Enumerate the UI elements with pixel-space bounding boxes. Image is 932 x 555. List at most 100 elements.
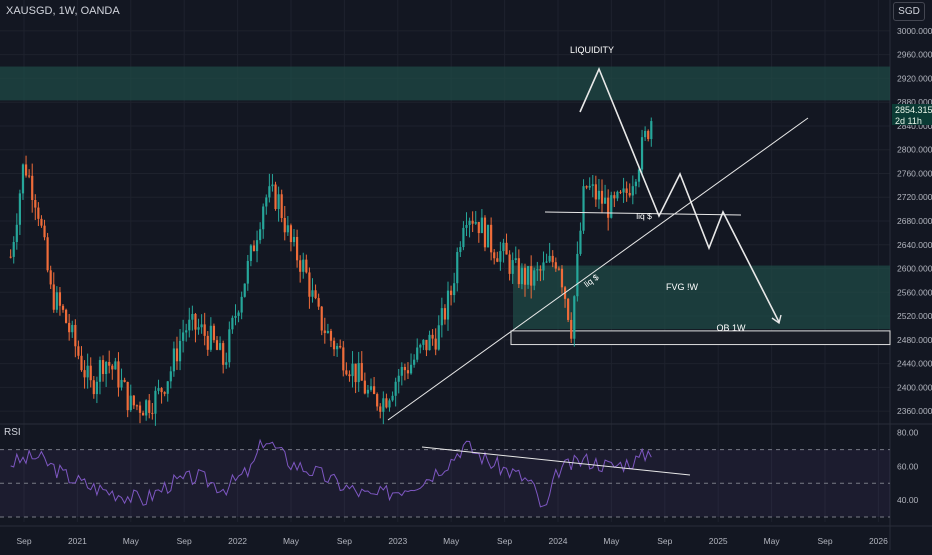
candle-body — [21, 164, 25, 194]
candle-body — [101, 360, 105, 375]
candle-body — [400, 366, 403, 376]
candle-body — [533, 270, 536, 286]
candle-body — [34, 199, 37, 208]
candle-body — [413, 359, 416, 365]
candle-body — [145, 400, 148, 416]
candle-body — [576, 253, 579, 297]
candle-body — [46, 237, 49, 271]
candle-body — [493, 252, 496, 259]
candle-body — [351, 363, 354, 377]
candle-body — [305, 259, 308, 273]
candle-body — [480, 217, 483, 234]
time-tick-label: Sep — [16, 536, 31, 546]
candle-body — [388, 400, 391, 408]
trendline — [387, 117, 809, 421]
candle-body — [416, 347, 419, 360]
candle-body — [422, 339, 425, 345]
liq-label: liq $ — [636, 211, 652, 221]
candle-body — [619, 191, 622, 193]
candle-body — [111, 365, 114, 370]
candle-body — [286, 225, 289, 233]
candle-body — [182, 332, 185, 341]
candle-body — [354, 363, 357, 383]
candle-body — [234, 315, 237, 318]
candle-body — [505, 242, 508, 255]
rsi-tick-label: 60.00 — [897, 461, 919, 471]
candle-body — [385, 398, 388, 408]
candle-body — [369, 386, 373, 390]
candle-body — [108, 362, 111, 366]
candle-body — [37, 207, 40, 219]
time-tick-label: May — [283, 536, 300, 546]
candle-body — [265, 197, 268, 207]
candle-body — [440, 308, 443, 326]
candle-body — [141, 412, 145, 416]
candle-body — [530, 266, 533, 286]
candle-body — [243, 283, 246, 297]
candle-body — [209, 325, 212, 350]
candle-body — [252, 245, 256, 252]
ob-label: OB 1W — [716, 323, 746, 333]
rsi-tick-label: 80.00 — [897, 428, 919, 438]
candle-body — [117, 361, 120, 388]
candle-body — [240, 296, 243, 313]
liq-horizontal-line — [544, 211, 742, 216]
candle-body — [123, 379, 126, 382]
candle-body — [366, 389, 370, 394]
price-tick-label: 2360.000 — [897, 406, 932, 416]
candle-body — [545, 261, 548, 263]
time-tick-label: May — [123, 536, 140, 546]
candle-body — [616, 191, 619, 199]
candle-body — [567, 298, 570, 320]
candle-body — [431, 334, 434, 339]
candle-body — [456, 252, 459, 284]
candle-body — [647, 130, 650, 140]
candle-body — [600, 190, 604, 204]
candle-body — [462, 227, 465, 248]
candle-body — [299, 260, 302, 272]
candle-body — [650, 121, 653, 140]
candle-body — [323, 330, 326, 334]
price-tick-label: 3000.000 — [897, 26, 932, 36]
candle-body — [579, 230, 582, 254]
currency-button[interactable]: SGD — [893, 2, 925, 21]
liquidity-label: LIQUIDITY — [570, 45, 614, 55]
candle-body — [363, 380, 366, 394]
candle-body — [311, 290, 314, 297]
candle-body — [465, 224, 468, 228]
rsi-band — [0, 449, 890, 517]
time-tick-label: Sep — [177, 536, 192, 546]
price-tick-label: 2800.000 — [897, 145, 932, 155]
candle-body — [394, 381, 397, 396]
time-tick-label: May — [603, 536, 620, 546]
candle-body — [277, 194, 280, 210]
time-tick-label: 2022 — [228, 536, 247, 546]
candle-body — [138, 405, 142, 413]
price-tick-label: 2840.000 — [897, 121, 932, 131]
candle-body — [511, 260, 514, 274]
candle-body — [135, 405, 139, 407]
candle-body — [502, 242, 505, 252]
candle-body — [283, 218, 286, 233]
candle-body — [594, 184, 597, 200]
candle-body — [280, 194, 283, 219]
candle-body — [200, 324, 203, 328]
candle-body — [178, 340, 182, 362]
time-tick-label: 2023 — [388, 536, 407, 546]
candle-body — [526, 266, 530, 285]
candle-body — [262, 206, 265, 230]
candle-body — [471, 220, 474, 224]
candle-body — [175, 348, 179, 362]
candle-body — [637, 169, 641, 182]
candle-body — [551, 255, 554, 263]
candle-body — [194, 313, 197, 330]
candle-body — [9, 256, 12, 258]
candle-body — [40, 218, 43, 226]
time-tick-label: 2025 — [709, 536, 728, 546]
candle-body — [570, 319, 573, 339]
candle-body — [126, 381, 129, 411]
candle-body — [151, 412, 154, 414]
candle-body — [163, 392, 166, 394]
